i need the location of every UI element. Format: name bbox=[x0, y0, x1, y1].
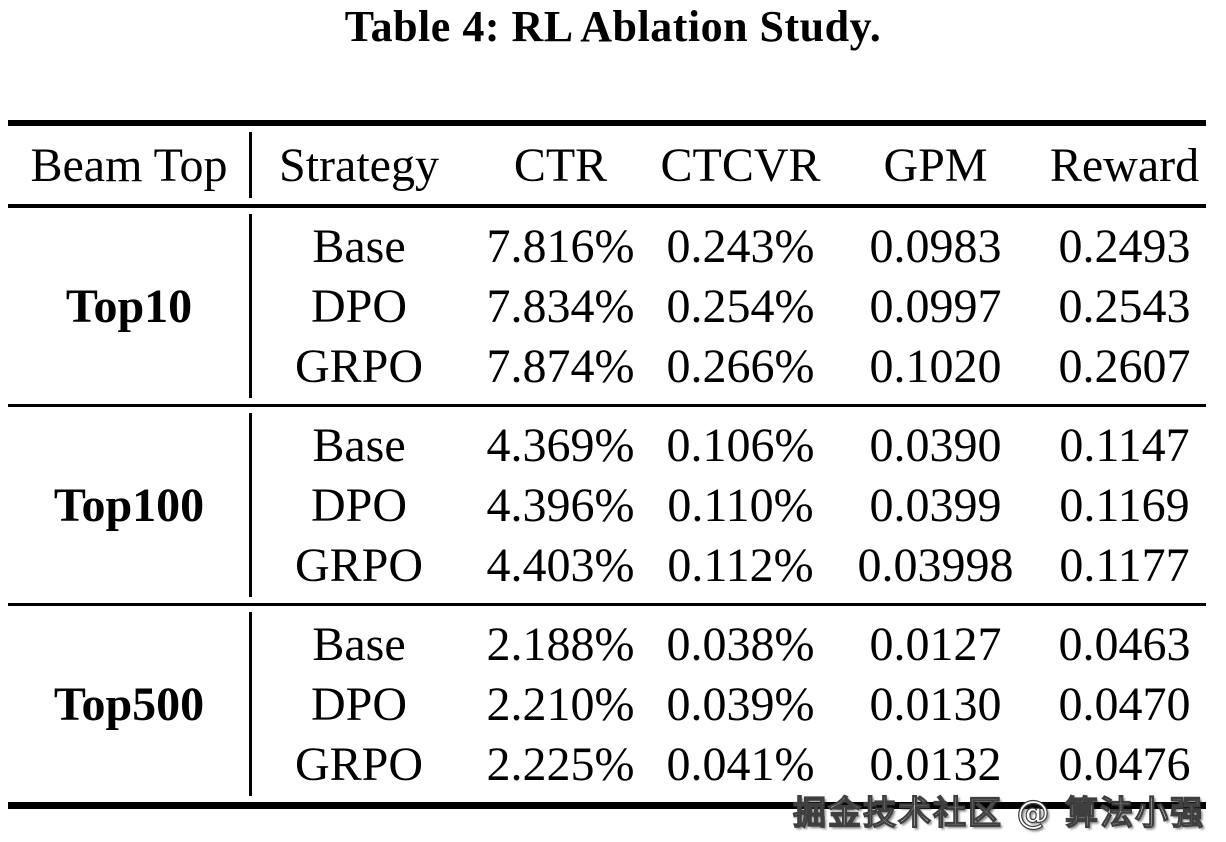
cell-gpm: 0.03998 bbox=[857, 538, 1014, 592]
cell-gpm: 0.0390 bbox=[869, 418, 1002, 472]
cell-gpm: 0.0399 bbox=[869, 478, 1002, 532]
cell-strategy: Base bbox=[312, 617, 406, 671]
vertical-divider bbox=[249, 612, 252, 796]
cell-reward: 0.1147 bbox=[1059, 418, 1190, 472]
cell-gpm: 0.0983 bbox=[869, 219, 1002, 273]
table-row: Base 7.816% 0.243% 0.0983 0.2493 bbox=[250, 216, 1206, 276]
vertical-divider bbox=[249, 214, 252, 398]
group-label: Top100 bbox=[53, 478, 205, 532]
cell-reward: 0.2607 bbox=[1058, 339, 1191, 393]
cell-strategy: DPO bbox=[310, 279, 408, 333]
group-rows: Base 4.369% 0.106% 0.0390 0.1147 DPO 4.3… bbox=[250, 407, 1206, 603]
cell-reward: 0.1177 bbox=[1059, 538, 1190, 592]
cell-ctr: 7.816% bbox=[486, 219, 635, 273]
table-row: Base 2.188% 0.038% 0.0127 0.0463 bbox=[250, 614, 1206, 674]
cell-reward: 0.0470 bbox=[1058, 677, 1191, 731]
cell-ctr: 4.369% bbox=[486, 418, 635, 472]
cell-ctr: 4.403% bbox=[486, 538, 635, 592]
cell-ctcvr: 0.266% bbox=[666, 339, 815, 393]
cell-strategy: GRPO bbox=[294, 339, 424, 393]
cell-strategy: DPO bbox=[310, 478, 408, 532]
table-row: GRPO 4.403% 0.112% 0.03998 0.1177 bbox=[250, 535, 1206, 595]
table-header-row: Beam Top Strategy CTR CTCVR GPM Reward bbox=[8, 126, 1206, 204]
cell-gpm: 0.0132 bbox=[869, 737, 1002, 791]
cell-reward: 0.1169 bbox=[1059, 478, 1190, 532]
vertical-divider bbox=[249, 413, 252, 597]
cell-ctcvr: 0.039% bbox=[666, 677, 815, 731]
cell-strategy: Base bbox=[312, 418, 406, 472]
cell-ctr: 2.188% bbox=[486, 617, 635, 671]
table-row: GRPO 7.874% 0.266% 0.1020 0.2607 bbox=[250, 336, 1206, 396]
cell-strategy: DPO bbox=[310, 677, 408, 731]
bottom-rule bbox=[8, 802, 1206, 809]
watermark: 掘金技术社区 @ 算法小强 bbox=[792, 792, 1205, 832]
table-row: DPO 4.396% 0.110% 0.0399 0.1169 bbox=[250, 475, 1206, 535]
column-header-ctcvr: CTCVR bbox=[660, 138, 821, 192]
group-section-top500: Top500 Base 2.188% 0.038% 0.0127 0.0463 … bbox=[8, 606, 1206, 802]
vertical-divider bbox=[249, 132, 252, 198]
cell-ctr: 4.396% bbox=[486, 478, 635, 532]
column-header-reward: Reward bbox=[1049, 138, 1200, 192]
table-row: Base 4.369% 0.106% 0.0390 0.1147 bbox=[250, 415, 1206, 475]
table-row: DPO 7.834% 0.254% 0.0997 0.2543 bbox=[250, 276, 1206, 336]
cell-reward: 0.0463 bbox=[1058, 617, 1191, 671]
column-header-beam-top: Beam Top bbox=[30, 138, 228, 192]
cell-ctcvr: 0.038% bbox=[666, 617, 815, 671]
cell-ctcvr: 0.254% bbox=[666, 279, 815, 333]
group-label: Top500 bbox=[53, 677, 205, 731]
column-header-strategy: Strategy bbox=[279, 138, 439, 192]
group-rows: Base 7.816% 0.243% 0.0983 0.2493 DPO 7.8… bbox=[250, 208, 1206, 404]
cell-gpm: 0.0130 bbox=[869, 677, 1002, 731]
cell-ctr: 7.874% bbox=[486, 339, 635, 393]
group-rows: Base 2.188% 0.038% 0.0127 0.0463 DPO 2.2… bbox=[250, 606, 1206, 802]
cell-gpm: 0.1020 bbox=[869, 339, 1002, 393]
cell-ctcvr: 0.112% bbox=[667, 538, 814, 592]
rl-ablation-table: Beam Top Strategy CTR CTCVR GPM Reward T… bbox=[8, 120, 1206, 809]
cell-strategy: GRPO bbox=[294, 538, 424, 592]
header-rule bbox=[8, 204, 1206, 208]
table-row: DPO 2.210% 0.039% 0.0130 0.0470 bbox=[250, 674, 1206, 734]
table-row: GRPO 2.225% 0.041% 0.0132 0.0476 bbox=[250, 734, 1206, 794]
cell-strategy: Base bbox=[312, 219, 406, 273]
top-rule bbox=[8, 120, 1206, 126]
group-separator bbox=[8, 603, 1206, 606]
cell-ctr: 2.210% bbox=[486, 677, 635, 731]
cell-gpm: 0.0127 bbox=[869, 617, 1002, 671]
cell-ctr: 2.225% bbox=[486, 737, 635, 791]
cell-strategy: GRPO bbox=[294, 737, 424, 791]
cell-ctcvr: 0.041% bbox=[666, 737, 815, 791]
cell-gpm: 0.0997 bbox=[869, 279, 1002, 333]
cell-reward: 0.0476 bbox=[1058, 737, 1191, 791]
cell-reward: 0.2543 bbox=[1058, 279, 1191, 333]
table-title: Table 4: RL Ablation Study. bbox=[344, 2, 882, 51]
cell-ctcvr: 0.110% bbox=[667, 478, 814, 532]
cell-ctcvr: 0.106% bbox=[666, 418, 815, 472]
cell-ctcvr: 0.243% bbox=[666, 219, 815, 273]
column-header-gpm: GPM bbox=[883, 138, 988, 192]
cell-ctr: 7.834% bbox=[486, 279, 635, 333]
group-separator bbox=[8, 404, 1206, 407]
group-section-top10: Top10 Base 7.816% 0.243% 0.0983 0.2493 D… bbox=[8, 208, 1206, 404]
column-header-ctr: CTR bbox=[513, 138, 608, 192]
group-label: Top10 bbox=[65, 279, 193, 333]
cell-reward: 0.2493 bbox=[1058, 219, 1191, 273]
group-section-top100: Top100 Base 4.369% 0.106% 0.0390 0.1147 … bbox=[8, 407, 1206, 603]
